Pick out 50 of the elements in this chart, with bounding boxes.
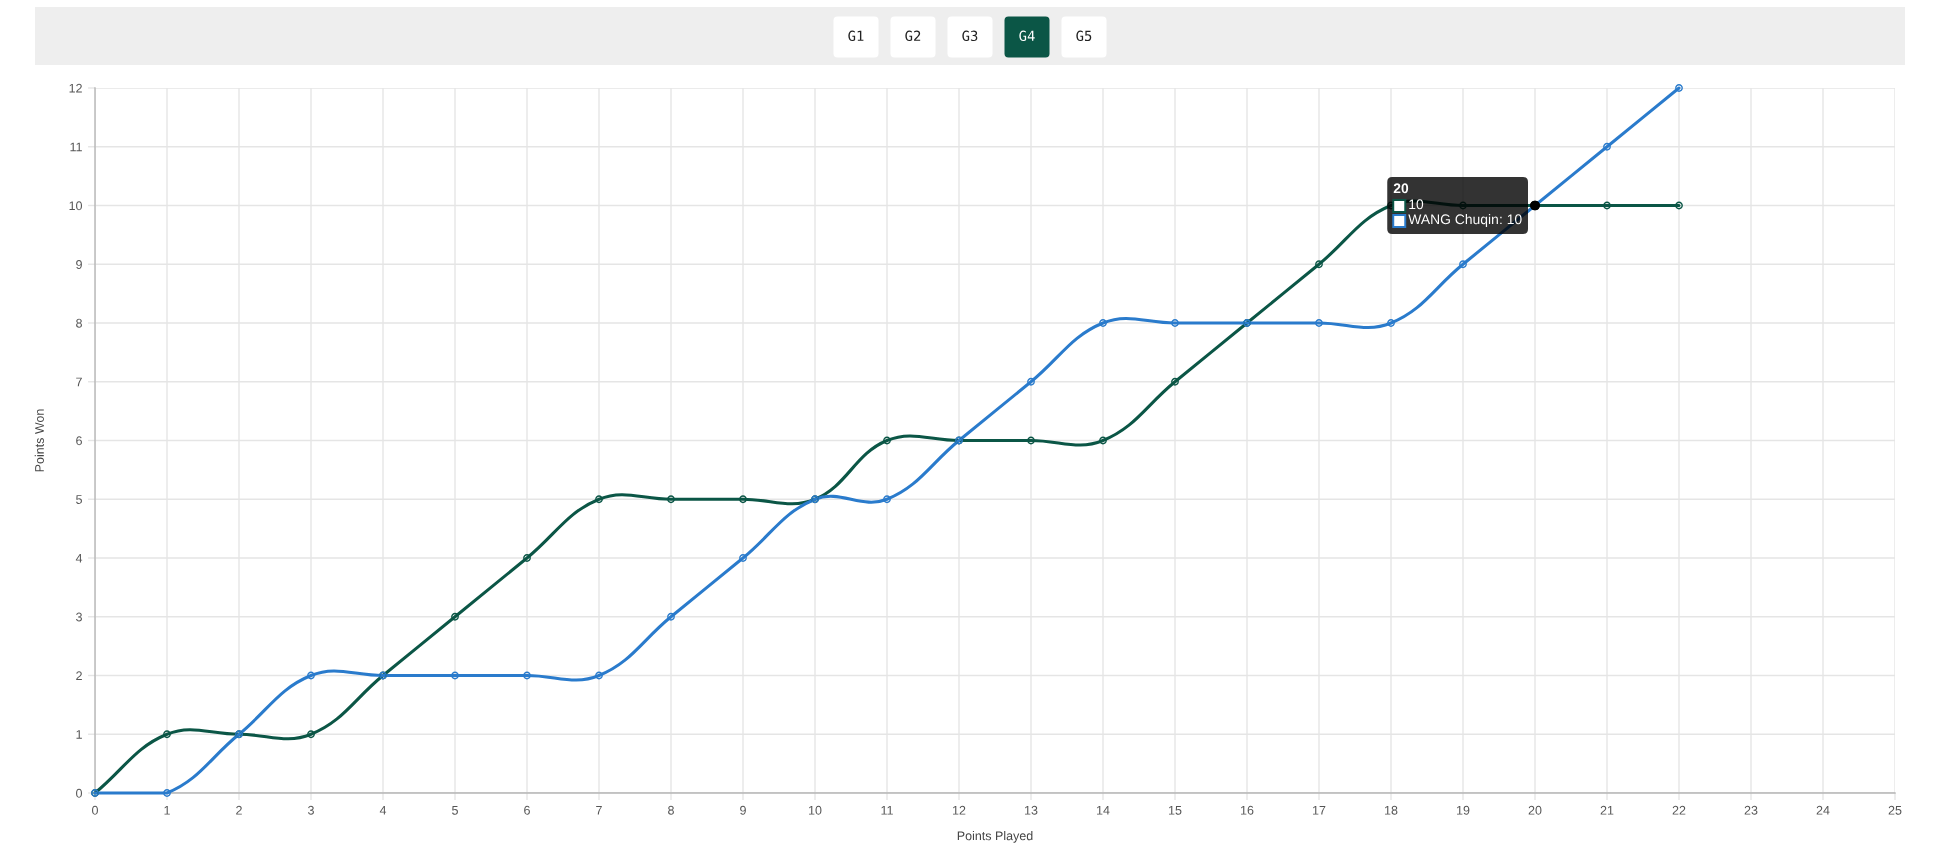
x-tick-label: 25 — [1888, 805, 1902, 815]
x-tick-label: 8 — [668, 805, 674, 815]
x-tick-label: 10 — [809, 805, 822, 815]
x-tick-label: 20 — [1528, 805, 1542, 815]
y-tick-label: 9 — [76, 260, 82, 269]
x-tick-label: 2 — [236, 805, 242, 815]
x-axis-title: Points Played — [957, 831, 1033, 843]
y-tick-label: 0 — [76, 788, 83, 798]
y-tick-label: 8 — [76, 318, 82, 328]
x-tick-label: 16 — [1241, 805, 1254, 815]
x-tick-label: 13 — [1025, 805, 1038, 815]
x-tick-label: 7 — [596, 805, 602, 815]
y-tick-label: 5 — [76, 495, 82, 504]
y-tick-label: 6 — [76, 436, 82, 446]
y-tick-label: 1 — [76, 730, 82, 739]
x-tick-label: 19 — [1457, 805, 1470, 815]
category-label: G3 — [962, 30, 978, 42]
x-tick-label: 21 — [1600, 805, 1614, 815]
x-tick-label: 15 — [1169, 805, 1182, 815]
x-tick-label: 23 — [1744, 805, 1758, 815]
x-tick-label: 4 — [379, 805, 387, 815]
x-tick-label: 1 — [164, 805, 170, 815]
category-label: G5 — [1076, 30, 1092, 42]
y-tick-label: 2 — [76, 671, 82, 681]
x-tick-label: 3 — [308, 805, 314, 815]
x-tick-label: 11 — [881, 805, 893, 815]
x-tick-label: 17 — [1313, 805, 1326, 815]
x-tick-label: 6 — [524, 805, 530, 815]
y-axis-title: Points Won — [34, 409, 44, 472]
annotation: 10 — [1409, 199, 1424, 210]
x-tick-label: 12 — [953, 805, 966, 815]
y-tick-label: 4 — [75, 553, 83, 563]
x-tick-label: 22 — [1672, 805, 1686, 815]
x-tick-label: 9 — [740, 805, 746, 815]
x-tick-label: 0 — [92, 805, 98, 815]
x-tick-label: 14 — [1097, 805, 1110, 815]
legend-label: WANG Chuqin — [1408, 214, 1498, 227]
annotation: 20 — [1393, 183, 1409, 194]
y-tick-label: 12 — [69, 83, 82, 93]
y-tick-label: 11 — [70, 142, 82, 152]
category-label: G4 — [1019, 30, 1035, 42]
y-tick-label: 10 — [69, 201, 83, 211]
y-tick-label: 7 — [76, 377, 82, 387]
annotation: : 10 — [1500, 214, 1522, 225]
category-label: G1 — [848, 30, 864, 42]
category-label: G2 — [905, 30, 921, 42]
x-tick-label: 18 — [1385, 805, 1398, 815]
x-tick-label: 5 — [452, 805, 458, 815]
x-tick-label: 24 — [1816, 805, 1830, 815]
y-tick-label: 3 — [76, 612, 82, 622]
